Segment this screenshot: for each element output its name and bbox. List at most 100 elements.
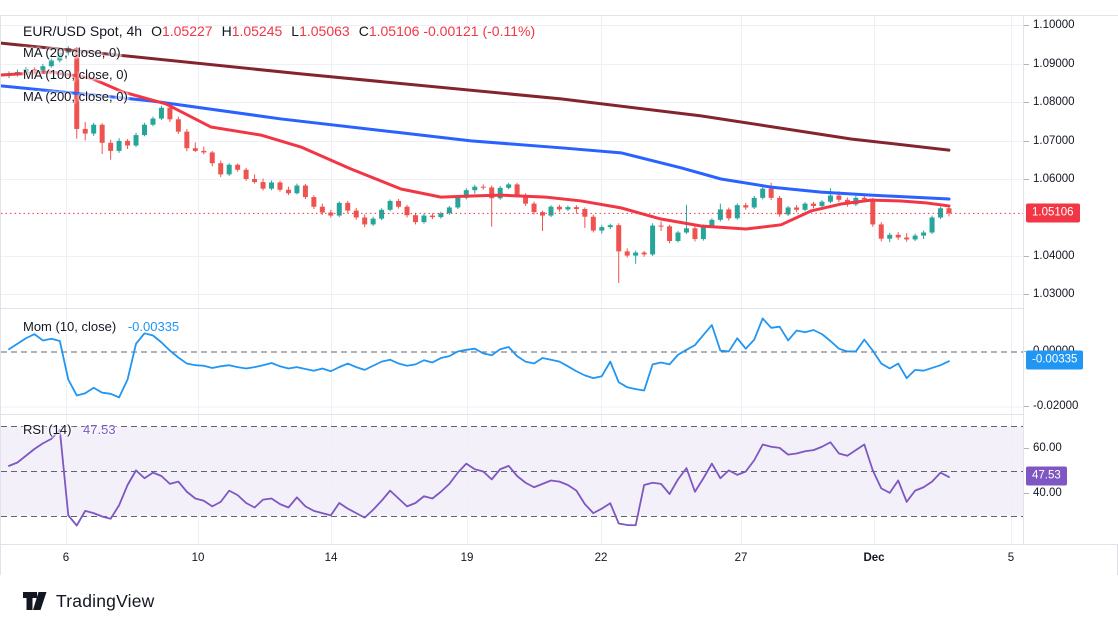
change-readout: -0.00121 (-0.11%): [423, 23, 536, 39]
candle-body: [302, 185, 308, 198]
momentum-legend-label: Mom (10, close): [23, 319, 117, 334]
candle-body: [463, 190, 469, 198]
candle-body: [489, 187, 495, 199]
candle-body: [641, 252, 647, 255]
candle-body: [57, 52, 63, 61]
candle-body: [285, 189, 291, 194]
candle-body: [277, 182, 283, 190]
candle-body: [362, 217, 368, 225]
ma100-legend[interactable]: MA (100, close, 0): [23, 67, 128, 82]
rsi-pane[interactable]: [1, 414, 1023, 544]
candle-body: [734, 205, 740, 219]
candle-body: [836, 195, 842, 200]
ma200-legend[interactable]: MA (200, close, 0): [23, 89, 128, 104]
momentum-value-badge: -0.00335: [1026, 350, 1084, 370]
price-pane[interactable]: [1, 16, 1023, 308]
candle-body: [269, 182, 275, 189]
candle-body: [218, 163, 224, 175]
rsi-legend[interactable]: RSI (14) 47.53: [23, 422, 116, 437]
ma100-legend-label: MA (100, close, 0): [23, 67, 128, 82]
candle-body: [125, 140, 131, 146]
candle-body: [590, 216, 596, 231]
candle-body: [243, 169, 249, 179]
momentum-line: [8, 317, 950, 399]
time-tick-label: 10: [191, 552, 205, 564]
candle-body: [921, 232, 927, 236]
last-price-badge: 1.05106: [1026, 203, 1080, 223]
candle-body: [760, 188, 766, 198]
candle-body: [480, 186, 486, 188]
time-tick-label: 27: [734, 552, 748, 564]
candle-body: [108, 142, 114, 151]
candle-body: [472, 186, 478, 191]
ma20-legend[interactable]: MA (20, close, 0): [23, 45, 121, 60]
axis-tick-mark: [1024, 256, 1029, 257]
ohlc-readout: O1.05227 H1.05245 L1.05063 C1.05106: [142, 23, 419, 39]
candle-body: [675, 232, 681, 241]
candle-body: [429, 215, 435, 218]
candle-body: [48, 60, 54, 67]
ma200-legend-label: MA (200, close, 0): [23, 89, 128, 104]
time-axis[interactable]: 6 10 14 19 22 27 Dec 5: [1, 544, 1117, 575]
ohlc-field-label: O: [151, 23, 162, 39]
rsi-chart-svg: [1, 415, 1023, 544]
candle-body: [878, 224, 884, 239]
candle-body: [150, 118, 156, 125]
candle-body: [946, 208, 952, 214]
candle-body: [396, 200, 402, 207]
candle-body: [133, 135, 139, 146]
candle-body: [531, 203, 537, 213]
chart-frame: 1.10000 1.09000 1.08000 1.07000 1.06000 1.040…: [0, 15, 1118, 575]
candle-body: [201, 150, 207, 153]
candle-body: [794, 207, 800, 210]
candle-body: [446, 207, 452, 214]
candle-body: [252, 179, 258, 183]
axis-tick-label: 1.04000: [1033, 250, 1075, 262]
candle-body: [455, 197, 461, 208]
candle-body: [582, 209, 588, 217]
candle-body: [506, 184, 512, 188]
candle-body: [870, 199, 876, 225]
ohlc-field-label: H: [221, 23, 232, 39]
price-axis[interactable]: 1.10000 1.09000 1.08000 1.07000 1.06000 1.040…: [1023, 16, 1118, 544]
tradingview-wordmark: TradingView: [56, 590, 155, 611]
axis-tick-mark: [1024, 102, 1029, 103]
candle-body: [74, 48, 80, 129]
candle-body: [565, 207, 571, 210]
momentum-pane[interactable]: [1, 308, 1023, 414]
time-tick-label: 5: [1007, 552, 1015, 564]
candle-body: [175, 119, 181, 132]
momentum-legend[interactable]: Mom (10, close) -0.00335: [23, 319, 179, 334]
tradingview-branding[interactable]: TradingView: [22, 588, 155, 614]
candle-body: [40, 66, 46, 71]
ohlc-field-value: 1.05245: [231, 23, 283, 39]
axis-tick-label: 1.03000: [1033, 288, 1075, 300]
price-chart-svg: [1, 16, 1023, 308]
axis-tick-mark: [1024, 294, 1029, 295]
candle-body: [328, 212, 334, 216]
candle-body: [573, 207, 579, 210]
candle-body: [700, 225, 706, 240]
candle-body: [379, 209, 385, 219]
axis-tick-mark: [1024, 141, 1029, 142]
axis-tick-label: 60.00: [1033, 442, 1062, 454]
candle-body: [938, 208, 944, 218]
candle-body: [158, 107, 164, 119]
candle-body: [904, 237, 910, 240]
candle-body: [412, 215, 418, 223]
candle-body: [404, 206, 410, 216]
candle-body: [811, 203, 817, 206]
candle-body: [336, 202, 342, 216]
candle-body: [743, 205, 749, 208]
candle-body: [683, 228, 689, 233]
candle-body: [167, 107, 173, 120]
candle-body: [294, 185, 300, 194]
candle-body: [421, 215, 427, 223]
candle-body: [141, 124, 147, 136]
axis-tick-label: 1.06000: [1033, 173, 1075, 185]
candle-body: [226, 164, 232, 175]
ohlc-field-label: C: [358, 23, 369, 39]
candle-body: [260, 182, 266, 189]
tradingview-logo-icon: [23, 592, 47, 610]
